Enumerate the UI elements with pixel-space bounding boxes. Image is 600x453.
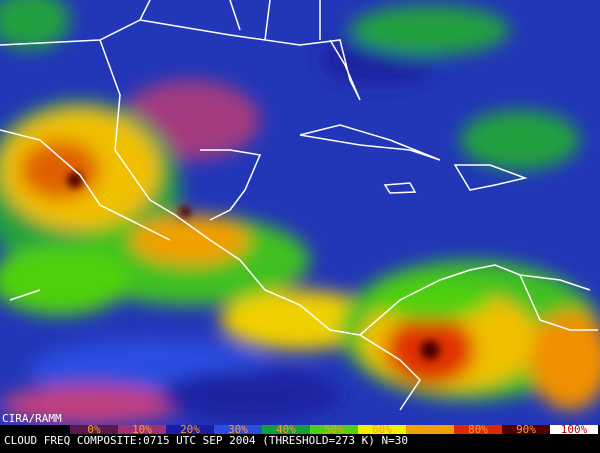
legend-swatch xyxy=(118,425,166,434)
caption: CLOUD FREQ COMPOSITE:0715 UTC SEP 2004 (… xyxy=(4,434,408,447)
legend-label: 30% xyxy=(228,423,248,436)
legend-swatch xyxy=(70,425,118,434)
legend-label: 20% xyxy=(180,423,200,436)
legend-swatch xyxy=(454,425,502,434)
legend-label: 100% xyxy=(561,423,588,436)
legend-label: 40% xyxy=(276,423,296,436)
legend-label: 60% xyxy=(372,423,392,436)
legend-swatch xyxy=(502,425,550,434)
coastlines xyxy=(0,0,598,411)
legend-swatch xyxy=(310,425,358,434)
legend-label: 50% xyxy=(324,423,344,436)
legend: 0% 10% 20% 30% 40% 50% 60% 70% 80% 90% 100% xyxy=(70,423,598,436)
legend-label: 70% xyxy=(420,423,440,436)
credit: CIRA/RAMM xyxy=(2,412,62,425)
legend-label: 0% xyxy=(87,423,101,436)
legend-swatch xyxy=(550,425,598,434)
legend-label: 10% xyxy=(132,423,152,436)
legend-swatch xyxy=(262,425,310,434)
imagery xyxy=(0,0,600,425)
legend-swatch xyxy=(358,425,406,434)
legend-swatch xyxy=(406,425,454,434)
legend-swatch xyxy=(214,425,262,434)
legend-swatch xyxy=(166,425,214,434)
legend-label: 90% xyxy=(516,423,536,436)
legend-label: 80% xyxy=(468,423,488,436)
